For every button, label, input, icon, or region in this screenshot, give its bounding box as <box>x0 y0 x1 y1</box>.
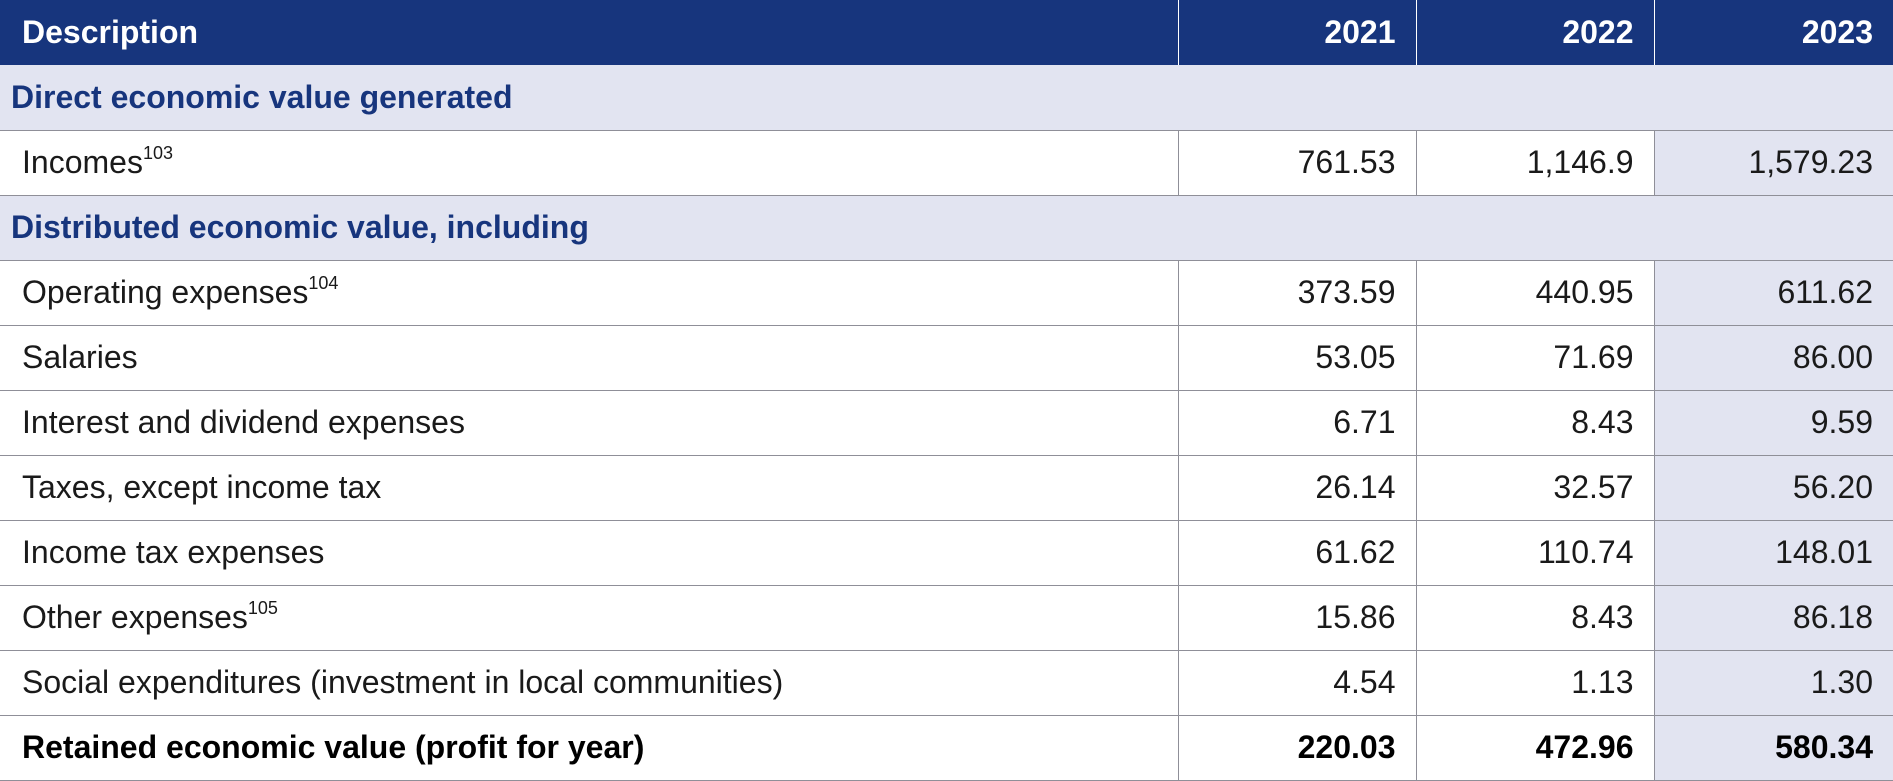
cell-2022: 8.43 <box>1416 585 1655 651</box>
cell-2021: 761.53 <box>1178 130 1417 196</box>
cell-2023: 86.18 <box>1654 585 1893 651</box>
section-title: Direct economic value generated <box>0 65 1893 131</box>
cell-2021: 61.62 <box>1178 520 1417 586</box>
cell-2021: 6.71 <box>1178 390 1417 456</box>
total-2023: 580.34 <box>1654 715 1893 781</box>
cell-2022: 1.13 <box>1416 650 1655 716</box>
cell-2023: 611.62 <box>1654 260 1893 326</box>
row-label: Taxes, except income tax <box>0 455 1179 521</box>
footnote-ref: 103 <box>142 143 173 163</box>
total-label: Retained economic value (profit for year… <box>0 715 1179 781</box>
footnote-ref: 104 <box>308 273 339 293</box>
cell-2023: 148.01 <box>1654 520 1893 586</box>
table-row: Social expenditures (investment in local… <box>0 650 1893 716</box>
cell-2023: 1.30 <box>1654 650 1893 716</box>
cell-2022: 1,146.9 <box>1416 130 1655 196</box>
table-header-row: Description 2021 2022 2023 <box>0 0 1893 65</box>
total-2021: 220.03 <box>1178 715 1417 781</box>
row-label: Social expenditures (investment in local… <box>0 650 1179 716</box>
row-label: Income tax expenses <box>0 520 1179 586</box>
table-row: Other expenses105 15.86 8.43 86.18 <box>0 585 1893 651</box>
column-header-2022: 2022 <box>1416 0 1655 65</box>
section-row: Direct economic value generated <box>0 65 1893 131</box>
table-row: Operating expenses104 373.59 440.95 611.… <box>0 260 1893 326</box>
cell-2022: 440.95 <box>1416 260 1655 326</box>
cell-2023: 1,579.23 <box>1654 130 1893 196</box>
table-row: Interest and dividend expenses 6.71 8.43… <box>0 390 1893 456</box>
cell-2022: 71.69 <box>1416 325 1655 391</box>
table-row: Salaries 53.05 71.69 86.00 <box>0 325 1893 391</box>
total-2022: 472.96 <box>1416 715 1655 781</box>
row-label: Operating expenses104 <box>0 260 1179 326</box>
table-row: Income tax expenses 61.62 110.74 148.01 <box>0 520 1893 586</box>
cell-2023: 56.20 <box>1654 455 1893 521</box>
cell-2021: 53.05 <box>1178 325 1417 391</box>
cell-2022: 8.43 <box>1416 390 1655 456</box>
cell-2023: 9.59 <box>1654 390 1893 456</box>
column-header-2021: 2021 <box>1178 0 1417 65</box>
column-header-description: Description <box>0 0 1179 65</box>
cell-2021: 15.86 <box>1178 585 1417 651</box>
cell-2022: 110.74 <box>1416 520 1655 586</box>
column-header-2023: 2023 <box>1654 0 1893 65</box>
section-row: Distributed economic value, including <box>0 195 1893 261</box>
row-label: Incomes103 <box>0 130 1179 196</box>
cell-2023: 86.00 <box>1654 325 1893 391</box>
table-row: Taxes, except income tax 26.14 32.57 56.… <box>0 455 1893 521</box>
footnote-ref: 105 <box>247 598 278 618</box>
cell-2021: 26.14 <box>1178 455 1417 521</box>
cell-2021: 4.54 <box>1178 650 1417 716</box>
row-label: Salaries <box>0 325 1179 391</box>
table-row: Incomes103 761.53 1,146.9 1,579.23 <box>0 130 1893 196</box>
row-label: Other expenses105 <box>0 585 1179 651</box>
cell-2021: 373.59 <box>1178 260 1417 326</box>
total-row: Retained economic value (profit for year… <box>0 715 1893 781</box>
cell-2022: 32.57 <box>1416 455 1655 521</box>
row-label: Interest and dividend expenses <box>0 390 1179 456</box>
section-title: Distributed economic value, including <box>0 195 1893 261</box>
